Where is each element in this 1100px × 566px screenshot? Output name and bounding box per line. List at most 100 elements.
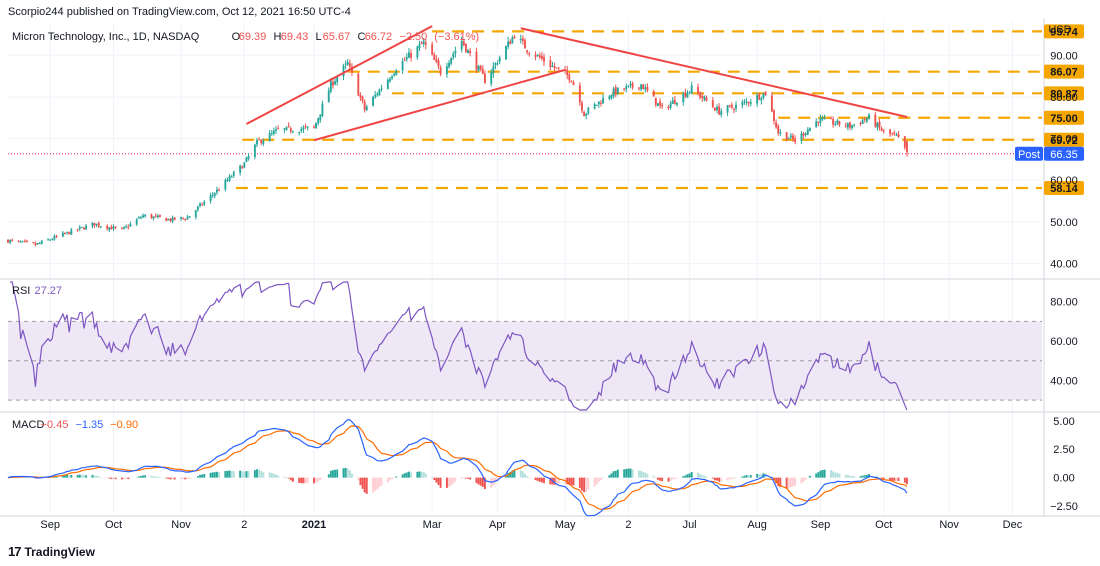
macd-histogram-bar — [336, 469, 339, 478]
grid — [0, 18, 1100, 517]
price-tick-label: 40.00 — [1050, 259, 1078, 271]
candle-body — [770, 95, 773, 112]
macd-histogram-bar — [23, 477, 26, 478]
candle-body — [108, 227, 111, 230]
candle-body — [861, 120, 864, 124]
macd-tick-label: 0.00 — [1053, 473, 1074, 485]
candle-body — [405, 57, 408, 60]
macd-histogram-bar — [557, 477, 560, 485]
candle-body — [289, 128, 292, 132]
time-tick-label: Aug — [747, 519, 767, 531]
candle-body — [344, 63, 347, 65]
macd-histogram-bar — [93, 475, 96, 478]
candle-body — [226, 180, 229, 182]
macd-histogram-bar — [555, 477, 558, 485]
macd-histogram-bar — [180, 477, 182, 480]
macd-histogram-bar — [568, 477, 571, 485]
candle-body — [321, 103, 324, 116]
macd-label: MACD — [12, 419, 44, 431]
candle-body — [659, 101, 662, 106]
post-badge-label: Post — [1018, 149, 1040, 161]
macd-histogram-bar — [889, 477, 892, 481]
candle-body — [329, 80, 332, 92]
candle-body — [749, 102, 752, 104]
macd-histogram-bar — [315, 477, 318, 483]
candle-body — [836, 120, 839, 124]
candle-body — [99, 226, 102, 228]
macd-histogram-bar — [448, 477, 450, 488]
macd-histogram-bar — [583, 477, 586, 493]
macd-histogram-bar — [656, 477, 659, 480]
candle-body — [830, 118, 832, 120]
candle-body — [300, 129, 303, 132]
candle-body — [794, 138, 797, 142]
candle-body — [47, 239, 50, 241]
macd-histogram-bar — [260, 471, 263, 478]
candle-body — [374, 94, 377, 97]
candle-body — [317, 118, 320, 124]
macd-histogram-bar — [804, 477, 807, 480]
candle-body — [38, 242, 41, 244]
macd-histogram-bar — [467, 477, 469, 479]
macd-histogram-bar — [182, 477, 185, 480]
macd-histogram-bar — [218, 472, 220, 478]
macd-histogram-bar — [391, 477, 394, 480]
macd-histogram-bar — [112, 477, 115, 480]
macd-histogram-bar — [623, 469, 626, 478]
macd-histogram-bar — [844, 474, 847, 478]
macd-histogram-bar — [787, 477, 790, 489]
macd-histogram-bar — [553, 477, 556, 485]
candle-body — [817, 121, 820, 123]
macd-histogram-bar — [741, 476, 744, 478]
macd-histogram-bar — [452, 477, 455, 484]
macd-histogram-bar — [585, 477, 588, 492]
macd-histogram-bar — [351, 473, 353, 478]
candle-body — [865, 118, 868, 122]
macd-histogram-bar — [849, 476, 851, 478]
candle-body — [393, 73, 396, 76]
macd-histogram-bar — [275, 474, 277, 478]
candle-body — [365, 106, 368, 111]
macd-histogram-bar — [602, 477, 605, 478]
macd-histogram-bar — [184, 477, 187, 480]
candle-body — [629, 83, 632, 85]
candle-body — [652, 91, 655, 97]
candle-body — [61, 232, 64, 237]
time-tick-label: 2 — [625, 519, 631, 531]
candle-body — [479, 65, 482, 70]
macd-histogram-bar — [304, 477, 307, 484]
candle-body — [424, 42, 427, 45]
candle-body — [585, 113, 588, 116]
macd-histogram-bar — [640, 470, 643, 478]
macd-histogram-bar — [760, 474, 763, 478]
candle-body — [64, 233, 66, 235]
time-tick-label: Apr — [489, 519, 506, 531]
macd-histogram-bar — [462, 477, 465, 479]
macd-histogram-bar — [713, 477, 716, 481]
candle-body — [272, 130, 275, 134]
candle-body — [199, 203, 201, 206]
candle-body — [262, 140, 265, 144]
macd-tick-label: 2.50 — [1053, 444, 1074, 456]
macd-histogram-bar — [773, 477, 775, 481]
candle-body — [905, 141, 908, 153]
candle-body — [211, 194, 214, 196]
macd-histogram-bar — [646, 473, 649, 478]
macd-histogram-bar — [880, 477, 883, 479]
macd-histogram-bar — [319, 477, 322, 481]
candle-body — [534, 54, 537, 57]
macd-histogram-bar — [64, 475, 66, 478]
macd-line-value: −1.35 — [75, 419, 103, 431]
macd-histogram-bar — [431, 476, 434, 478]
macd-histogram-bar — [332, 470, 334, 478]
macd-histogram-bar — [524, 473, 526, 478]
candle-body — [378, 89, 381, 96]
macd-histogram-bar — [770, 476, 773, 478]
ohlc-low-label: L — [316, 31, 322, 43]
candle-body — [363, 101, 366, 110]
rsi-band-fill — [8, 321, 1042, 401]
price-tick-label: 80.00 — [1050, 92, 1078, 104]
tradingview-footer[interactable]: 17 TradingView — [8, 544, 95, 559]
macd-histogram-bar — [865, 474, 868, 478]
